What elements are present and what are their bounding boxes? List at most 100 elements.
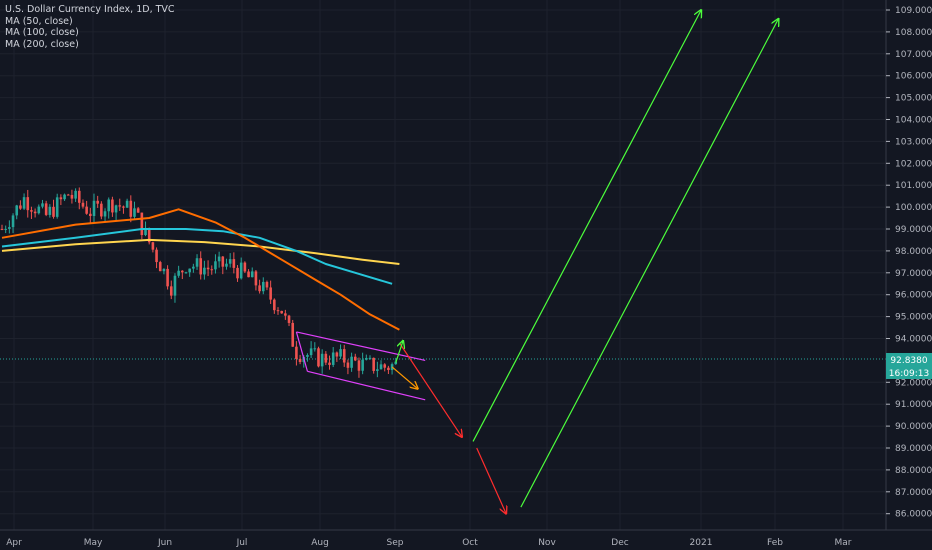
- symbol-title[interactable]: U.S. Dollar Currency Index, 1D, TVC: [5, 4, 175, 15]
- channel-lower-line: [307, 370, 426, 401]
- countdown-value: 16:09:13: [889, 369, 929, 379]
- y-tick-label: 99.0000: [895, 225, 932, 235]
- candle-body: [372, 357, 375, 371]
- candle-body: [361, 359, 364, 371]
- ma-50-label[interactable]: MA (50, close): [5, 15, 73, 27]
- candle-body: [77, 190, 81, 203]
- candle-body: [188, 268, 191, 273]
- candle-body: [89, 213, 92, 217]
- x-tick-label: Oct: [462, 538, 478, 548]
- last-price-box: [886, 353, 932, 366]
- candle-body: [92, 200, 96, 217]
- candle-body: [162, 268, 166, 272]
- ma-100-line: [1, 228, 393, 285]
- price-axis[interactable]: 109.0000 108.0000 107.0000 106.0000 105.0000…: [886, 6, 932, 520]
- y-tick-label: 91.0000: [895, 400, 932, 410]
- y-tick-label: 105.0000: [895, 94, 932, 104]
- candle-body: [30, 210, 33, 212]
- candles: [0, 187, 398, 378]
- channel-upper-line: [296, 331, 426, 361]
- candle-body: [103, 211, 107, 217]
- y-tick-label: 100.0000: [895, 203, 932, 213]
- candle-body: [335, 352, 339, 357]
- grid: [0, 0, 886, 530]
- candle-body: [387, 367, 390, 371]
- candle-body: [173, 275, 177, 296]
- chart-legend: U.S. Dollar Currency Index, 1D, TVC MA (…: [5, 4, 175, 50]
- drawings: [295, 10, 779, 514]
- candle-body: [96, 200, 99, 204]
- ma-100-label[interactable]: MA (100, close): [5, 27, 79, 38]
- candle-body: [291, 322, 295, 347]
- y-tick-label: 97.0000: [895, 269, 932, 279]
- candle-body: [11, 215, 15, 228]
- y-tick-label: 94.0000: [895, 335, 932, 345]
- candle-body: [368, 357, 372, 359]
- candle-body: [320, 353, 324, 367]
- candle-body: [317, 348, 320, 367]
- candle-body: [37, 206, 41, 214]
- candle-body: [0, 229, 4, 230]
- candle-body: [55, 197, 59, 217]
- candle-body: [195, 258, 199, 267]
- candle-body: [306, 355, 309, 357]
- x-tick-label: Apr: [6, 538, 22, 548]
- candle-body: [85, 206, 88, 214]
- candle-body: [151, 242, 155, 250]
- y-tick-label: 98.0000: [895, 247, 932, 257]
- time-axis[interactable]: Apr May Jun Jul Aug Sep Oct Nov Dec 2021 Feb Mar: [6, 538, 852, 548]
- candle-body: [118, 205, 122, 207]
- candle-body: [114, 205, 118, 213]
- candle-body: [324, 353, 328, 363]
- y-tick-label: 106.0000: [895, 72, 932, 82]
- candle-body: [376, 369, 379, 371]
- last-price-value: 92.8380: [890, 356, 927, 366]
- moving-averages: [1, 208, 400, 331]
- candle-body: [247, 271, 250, 278]
- candle-body: [353, 356, 357, 361]
- y-tick-label: 95.0000: [895, 313, 932, 323]
- candle-body: [210, 269, 214, 271]
- candle-body: [4, 228, 7, 230]
- candle-body: [199, 258, 203, 275]
- candle-body: [144, 227, 147, 236]
- red-projection-arrow: [476, 447, 506, 514]
- y-tick-label: 96.0000: [895, 291, 932, 301]
- candle-body: [158, 262, 162, 272]
- candle-body: [133, 208, 136, 217]
- x-tick-label: Aug: [311, 538, 329, 548]
- candle-body: [232, 259, 236, 268]
- candle-body: [357, 360, 361, 371]
- candle-body: [136, 208, 140, 213]
- candle-body: [328, 362, 331, 365]
- candle-body: [269, 287, 272, 300]
- candle-body: [214, 261, 217, 270]
- x-tick-label: Sep: [387, 538, 404, 548]
- candle-body: [365, 357, 368, 360]
- candle-body: [280, 310, 283, 314]
- candle-body: [59, 197, 63, 200]
- ma-200-label[interactable]: MA (200, close): [5, 38, 79, 50]
- y-tick-label: 102.0000: [895, 159, 932, 169]
- candle-body: [111, 199, 114, 213]
- candle-body: [52, 206, 55, 217]
- orange-projection-arrow: [391, 366, 418, 389]
- candle-body: [100, 203, 103, 217]
- y-tick-label: 90.0000: [895, 422, 932, 432]
- candle-body: [239, 262, 243, 279]
- candle-body: [394, 361, 398, 365]
- x-tick-label: 2021: [690, 538, 713, 548]
- candle-body: [342, 349, 346, 363]
- y-tick-label: 101.0000: [895, 181, 932, 191]
- last-price-label: 92.8380 16:09:13: [886, 353, 932, 379]
- candle-body: [383, 364, 387, 368]
- y-tick-label: 108.0000: [895, 28, 932, 38]
- candle-body: [225, 263, 228, 267]
- candle-body: [166, 268, 169, 287]
- candle-body: [339, 349, 342, 357]
- green-projection-arrow: [520, 19, 779, 508]
- ma-50-line: [1, 208, 400, 331]
- x-tick-label: Feb: [767, 538, 783, 548]
- candle-body: [41, 203, 44, 207]
